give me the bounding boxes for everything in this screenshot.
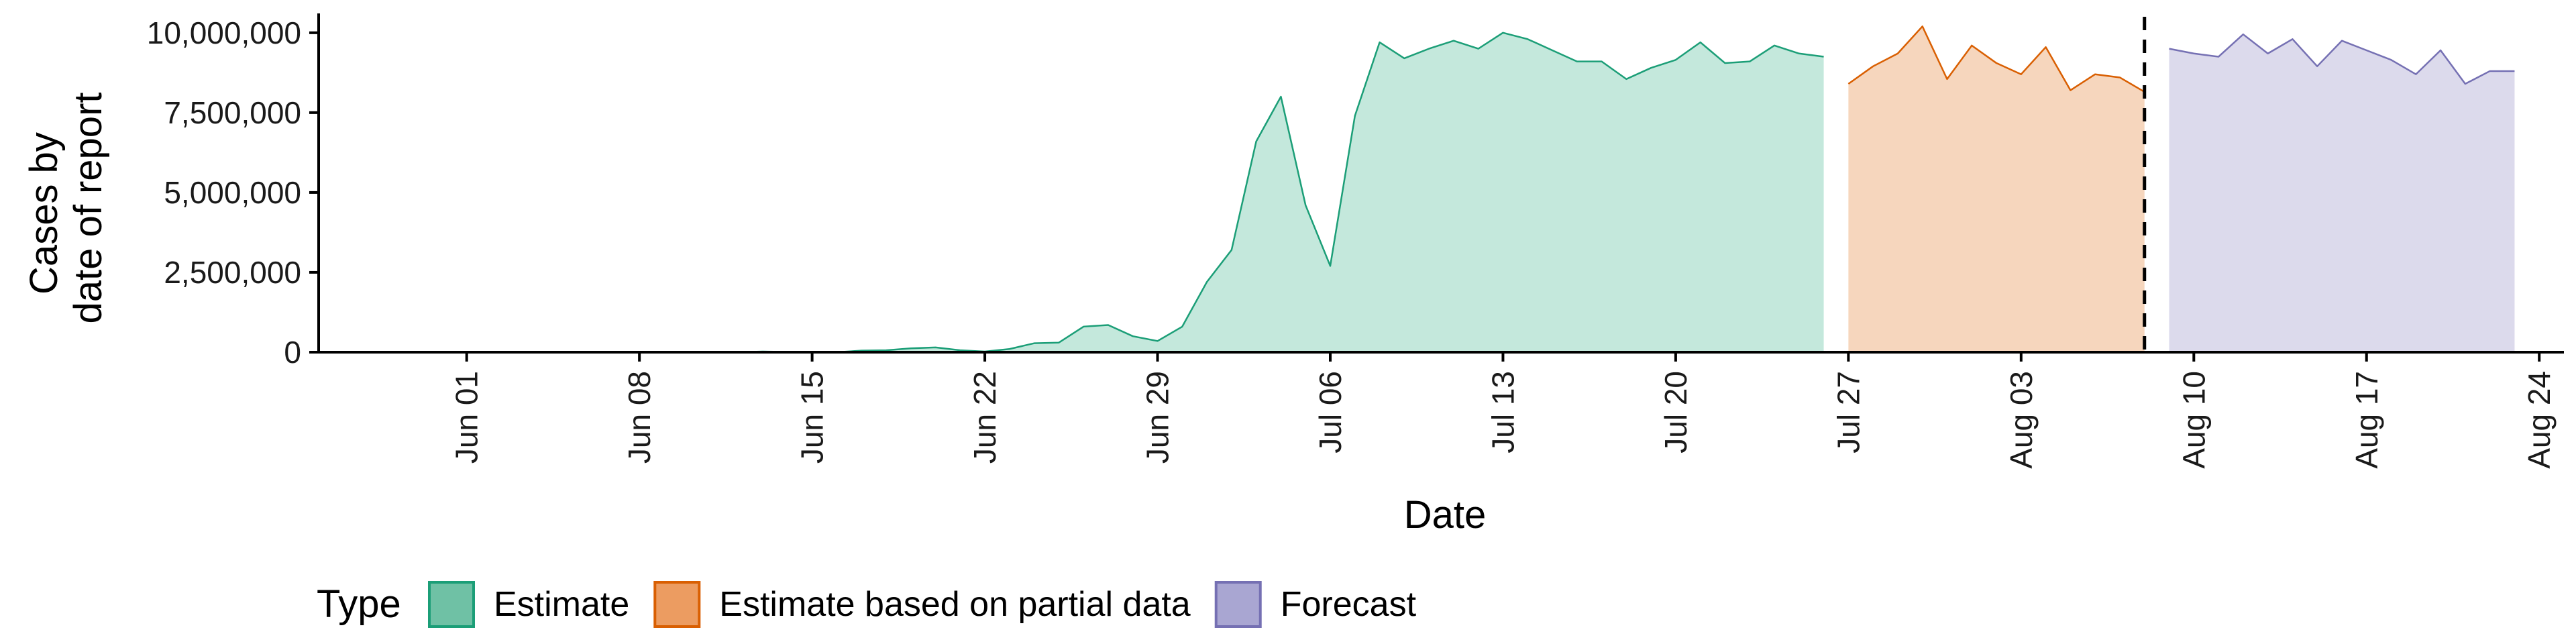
y-tick-label: 2,500,000	[164, 255, 301, 290]
y-tick-label: 7,500,000	[164, 95, 301, 130]
x-tick-label: Jul 13	[1485, 371, 1520, 453]
x-axis-ticks: Jun 01 Jun 08 Jun 15 Jun 22 Jun 29 Jul 06 Jul …	[449, 352, 2557, 469]
legend-swatch-estimate	[428, 581, 475, 628]
area-estimate-based-on-partial-data	[1848, 26, 2145, 353]
y-tick-label: 5,000,000	[164, 175, 301, 210]
y-tick-label: 10,000,000	[147, 15, 301, 50]
x-tick-label: Jun 29	[1140, 371, 1175, 464]
x-tick-label: Aug 03	[2004, 371, 2039, 469]
y-axis-title-line-2: date of report	[66, 93, 110, 324]
x-tick-label: Aug 17	[2349, 371, 2384, 469]
x-tick-label: Aug 10	[2176, 371, 2211, 469]
x-tick-label: Jul 06	[1313, 371, 1348, 453]
x-tick-label: Aug 24	[2522, 371, 2557, 469]
legend-swatch-forecast	[1214, 581, 1262, 628]
area-estimate	[392, 32, 1824, 353]
line-estimate-based-on-partial-data	[1847, 25, 2145, 93]
x-axis-title: Date	[1404, 493, 1487, 537]
x-tick-label: Jun 15	[795, 371, 830, 464]
legend-title: Type	[317, 582, 401, 626]
y-tick-label: 0	[284, 335, 301, 370]
legend-label-estimate-based-on-partial-data: Estimate based on partial data	[719, 585, 1191, 624]
legend-label-forecast: Forecast	[1281, 585, 1417, 624]
legend: Type Estimate Estimate based on partial d…	[317, 581, 1417, 628]
x-tick-label: Jul 20	[1658, 371, 1693, 453]
x-tick-label: Jun 08	[622, 371, 657, 464]
line-forecast	[2169, 33, 2515, 85]
y-axis-title-line-1: Cases by	[22, 132, 66, 294]
y-axis-ticks: 0 2,500,000 5,000,000 7,500,000 10,000,000	[147, 15, 319, 370]
area-forecast	[2169, 34, 2515, 352]
x-tick-label: Jun 22	[967, 371, 1002, 464]
series-areas	[392, 26, 2515, 353]
x-tick-label: Jul 27	[1831, 371, 1866, 453]
x-tick-label: Jun 01	[449, 371, 484, 464]
legend-label-estimate: Estimate	[494, 585, 629, 624]
y-axis-title: Cases by date of report	[22, 93, 110, 324]
legend-swatch-estimate-based-on-partial-data	[653, 581, 701, 628]
